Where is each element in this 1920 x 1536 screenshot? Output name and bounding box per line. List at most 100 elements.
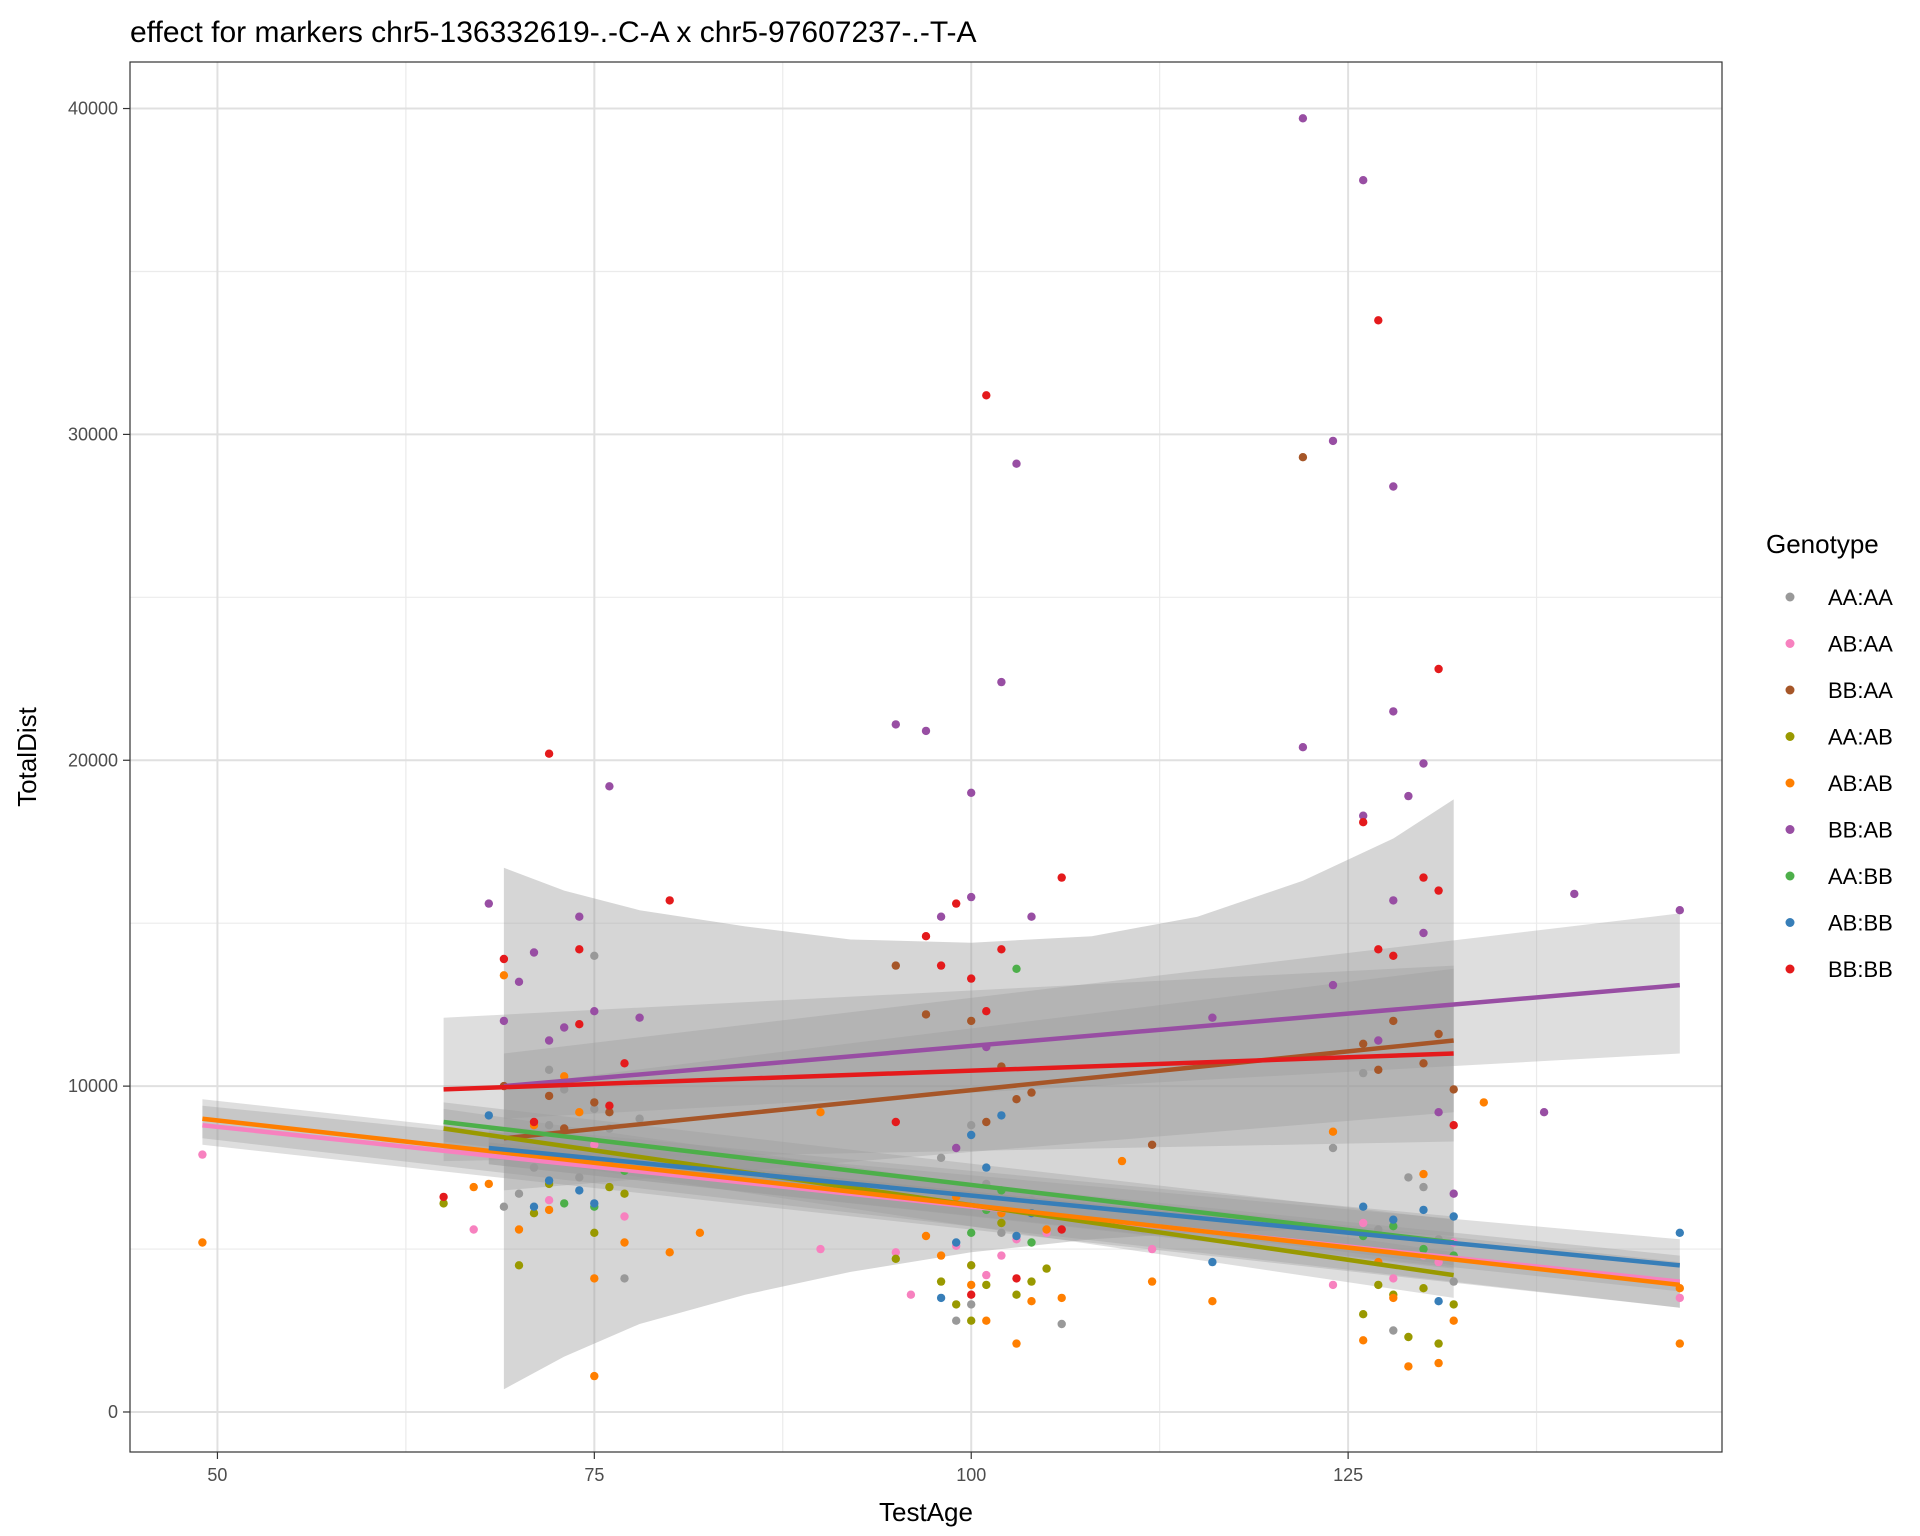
data-point [1012,1231,1021,1241]
data-point [1389,482,1398,491]
data-point [967,788,976,797]
data-point [936,961,946,970]
data-point [1359,1068,1368,1078]
y-axis: 0 10000 20000 30000 40000 [68,99,130,1422]
data-point [439,1192,448,1202]
data-point [1419,1059,1428,1068]
data-point [1374,316,1383,325]
data-point [1298,743,1308,752]
chart-title: effect for markers chr5-136332619-.-C-A … [130,16,977,49]
data-point [544,1091,554,1101]
data-point [469,1182,478,1192]
data-point [1389,1326,1398,1335]
data-point [1404,791,1413,801]
data-point [198,1150,207,1159]
data-point [1027,912,1036,921]
data-point [620,1212,629,1221]
data-point [560,1199,569,1208]
data-point [544,1065,554,1075]
data-point [605,782,614,791]
data-point [1449,1085,1458,1094]
data-point [1389,1274,1398,1283]
data-point [936,1277,946,1286]
data-point [1434,886,1443,895]
data-point [529,1117,539,1127]
data-point [1434,1108,1443,1117]
data-point [590,1274,599,1283]
data-point [665,1248,674,1257]
data-point [1419,1244,1428,1254]
data-point [1359,1218,1368,1228]
data-point [936,1153,946,1163]
data-point [967,1316,976,1325]
data-point [1404,1332,1413,1342]
data-point [1389,1222,1398,1231]
data-point [906,1290,916,1299]
data-point [544,1205,554,1215]
data-point [1147,1140,1157,1150]
data-point [967,1261,976,1270]
data-point [1012,459,1021,468]
data-point [529,948,539,957]
data-point [1359,1310,1368,1319]
data-point [484,899,493,908]
data-point [514,1261,524,1270]
fit-line-ab-ab [202,1116,1681,1288]
data-point [997,1251,1006,1260]
y-tick-label: 10000 [68,1076,118,1096]
data-point [982,391,991,400]
data-point [1359,1039,1368,1049]
data-point [1012,1339,1021,1348]
data-point [1539,1108,1549,1117]
data-point [1359,818,1368,827]
legend-key-bb-bb [1785,964,1795,974]
data-point [1404,1173,1413,1182]
data-point [891,1248,900,1257]
fit-line-bb-aa [503,1038,1454,1141]
data-point [1675,1228,1685,1238]
fit-line-bb-ab [503,982,1680,1089]
data-point [1419,873,1428,882]
data-point [499,954,509,964]
data-point [560,1023,569,1032]
data-point [1328,1143,1338,1153]
data-point [1147,1277,1157,1286]
y-axis-title: TotalDist [12,706,42,806]
data-point [1298,114,1308,123]
legend-label: AA:BB [1828,864,1893,889]
data-point [952,899,961,908]
fit-line-ab-bb [488,1145,1681,1268]
data-point [575,1173,584,1182]
data-point [967,1016,976,1026]
data-point [982,1163,991,1172]
x-tick-label: 125 [1333,1465,1363,1485]
data-point [952,1316,961,1325]
data-point [590,1104,599,1114]
data-point [1027,1297,1036,1306]
data-point [1359,1202,1368,1211]
data-point [891,720,900,729]
data-point [620,1059,629,1068]
data-point [198,1238,207,1247]
data-point [1449,1277,1458,1286]
data-point [605,1108,614,1117]
data-point [575,945,584,954]
data-point [1675,1339,1685,1348]
legend-key-bb-ab [1785,825,1795,834]
data-point [967,1228,976,1238]
data-point [921,1010,931,1019]
legend-key-ab-ab [1785,778,1795,788]
fit-lines [202,982,1681,1288]
data-point [1208,1297,1217,1306]
data-point [514,1189,524,1198]
fit-line-bb-bb [443,1051,1454,1092]
data-point [484,1179,493,1189]
data-point [967,1290,976,1299]
data-point [1012,964,1021,973]
data-point [997,1111,1006,1120]
data-point [1434,1339,1443,1348]
y-tick-label: 40000 [68,99,118,119]
data-point [1389,951,1398,960]
data-point [997,677,1006,687]
data-point [1042,1225,1051,1234]
